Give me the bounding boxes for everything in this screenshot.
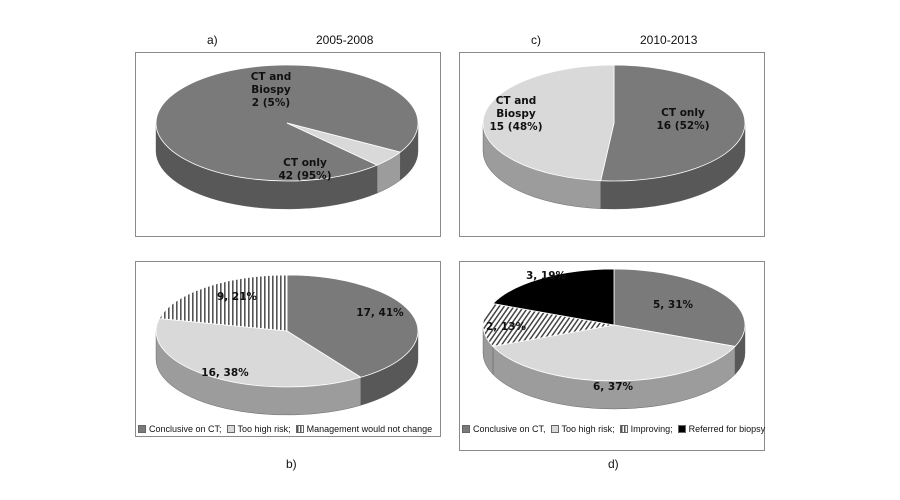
pie-a-label-0-line-1: 42 (95%) bbox=[279, 170, 332, 182]
legend-swatch-light bbox=[550, 425, 559, 433]
pie-d-slice-2 bbox=[482, 303, 615, 347]
pie-b-label-0: 17, 41% bbox=[356, 307, 404, 319]
pie-c-label-1-line-0: CT and bbox=[496, 95, 537, 107]
legend-swatch-light bbox=[226, 425, 235, 433]
pie-c-label-1: CT and Biospy 15 (48%) bbox=[490, 95, 543, 133]
pie-b-label-1: 16, 38% bbox=[201, 367, 249, 379]
legend-swatch-dark bbox=[138, 425, 146, 433]
pie-c-label-1-line-1: Biospy bbox=[496, 108, 536, 120]
legend-d-label-3: Referred for biopsy bbox=[688, 424, 766, 434]
pie-b-slice-1 bbox=[155, 318, 362, 388]
pie-a-label-1: CT and Biospy 2 (5%) bbox=[251, 71, 292, 109]
panel-d-letter: d) bbox=[608, 457, 619, 471]
legend-b-item-management: Management would not change bbox=[295, 424, 433, 434]
pie-d-label-3: 3, 19% bbox=[526, 270, 567, 282]
pie-c-slice-1 bbox=[482, 64, 615, 182]
pie-b-slice-0 bbox=[286, 274, 419, 378]
legend-swatch-hatch bbox=[619, 425, 628, 433]
pie-chart-b: 17, 41% 16, 38% 9, 21% bbox=[155, 274, 419, 416]
panel-a-letter: a) bbox=[207, 33, 218, 47]
legend-b: Conclusive on CT; Too high risk; Managem… bbox=[138, 424, 437, 434]
pie-c-label-0-line-0: CT only bbox=[661, 107, 705, 119]
pie-d-slice-0 bbox=[613, 268, 746, 347]
legend-b-item-conclusive: Conclusive on CT; bbox=[138, 424, 222, 434]
pie-c-slice-0 bbox=[600, 64, 746, 182]
legend-b-label-0: Conclusive on CT; bbox=[149, 424, 222, 434]
pie-b-label-2: 9, 21% bbox=[217, 291, 258, 303]
legend-d-item-too-high-risk: Too high risk; bbox=[550, 424, 615, 434]
legend-b-label-1: Too high risk; bbox=[237, 424, 291, 434]
legend-b-label-2: Management would not change bbox=[306, 424, 433, 434]
pie-a-label-1-line-1: Biospy bbox=[251, 84, 291, 96]
legend-d-label-2: Improving; bbox=[630, 424, 673, 434]
legend-swatch-black bbox=[677, 425, 686, 433]
pie-a-label-1-line-2: 2 (5%) bbox=[252, 97, 290, 109]
legend-d-item-improving: Improving; bbox=[619, 424, 673, 434]
pie-c-label-0-line-1: 16 (52%) bbox=[657, 120, 710, 132]
legend-d-label-1: Too high risk; bbox=[561, 424, 615, 434]
pie-a-label-0-line-0: CT only bbox=[283, 157, 327, 169]
pie-c-label-0: CT only 16 (52%) bbox=[657, 107, 710, 132]
legend-swatch-hatch bbox=[295, 425, 304, 433]
pie-chart-a: CT only 42 (95%) CT and Biospy 2 (5%) bbox=[155, 64, 419, 210]
pie-d-label-0: 5, 31% bbox=[653, 299, 694, 311]
pie-a-label-0: CT only 42 (95%) bbox=[279, 157, 332, 182]
panel-c-period: 2010-2013 bbox=[640, 33, 698, 47]
legend-d: Conclusive on CT, Too high risk; Improvi… bbox=[462, 424, 770, 434]
pie-chart-c: CT only 16 (52%) CT and Biospy 15 (48%) bbox=[482, 64, 746, 210]
pie-d-slice-1 bbox=[492, 324, 736, 382]
pie-d-slice-3 bbox=[492, 268, 615, 326]
legend-b-item-too-high-risk: Too high risk; bbox=[226, 424, 291, 434]
panel-c-letter: c) bbox=[531, 33, 541, 47]
pie-chart-d: 5, 31% 6, 37% 2, 13% 3, 19% bbox=[482, 268, 746, 410]
panel-a-period: 2005-2008 bbox=[316, 33, 374, 47]
pie-d-label-2: 2, 13% bbox=[486, 321, 527, 333]
panel-b-letter: b) bbox=[286, 457, 297, 471]
legend-d-label-0: Conclusive on CT, bbox=[473, 424, 546, 434]
pie-a-slice-1 bbox=[286, 122, 402, 166]
pie-b-slice-2 bbox=[158, 274, 288, 332]
pie-d-label-1: 6, 37% bbox=[593, 381, 634, 393]
legend-d-item-referred: Referred for biopsy bbox=[677, 424, 766, 434]
legend-d-item-conclusive: Conclusive on CT, bbox=[462, 424, 546, 434]
legend-swatch-dark bbox=[462, 425, 470, 433]
pie-c-label-1-line-2: 15 (48%) bbox=[490, 121, 543, 133]
pie-a-label-1-line-0: CT and bbox=[251, 71, 292, 83]
